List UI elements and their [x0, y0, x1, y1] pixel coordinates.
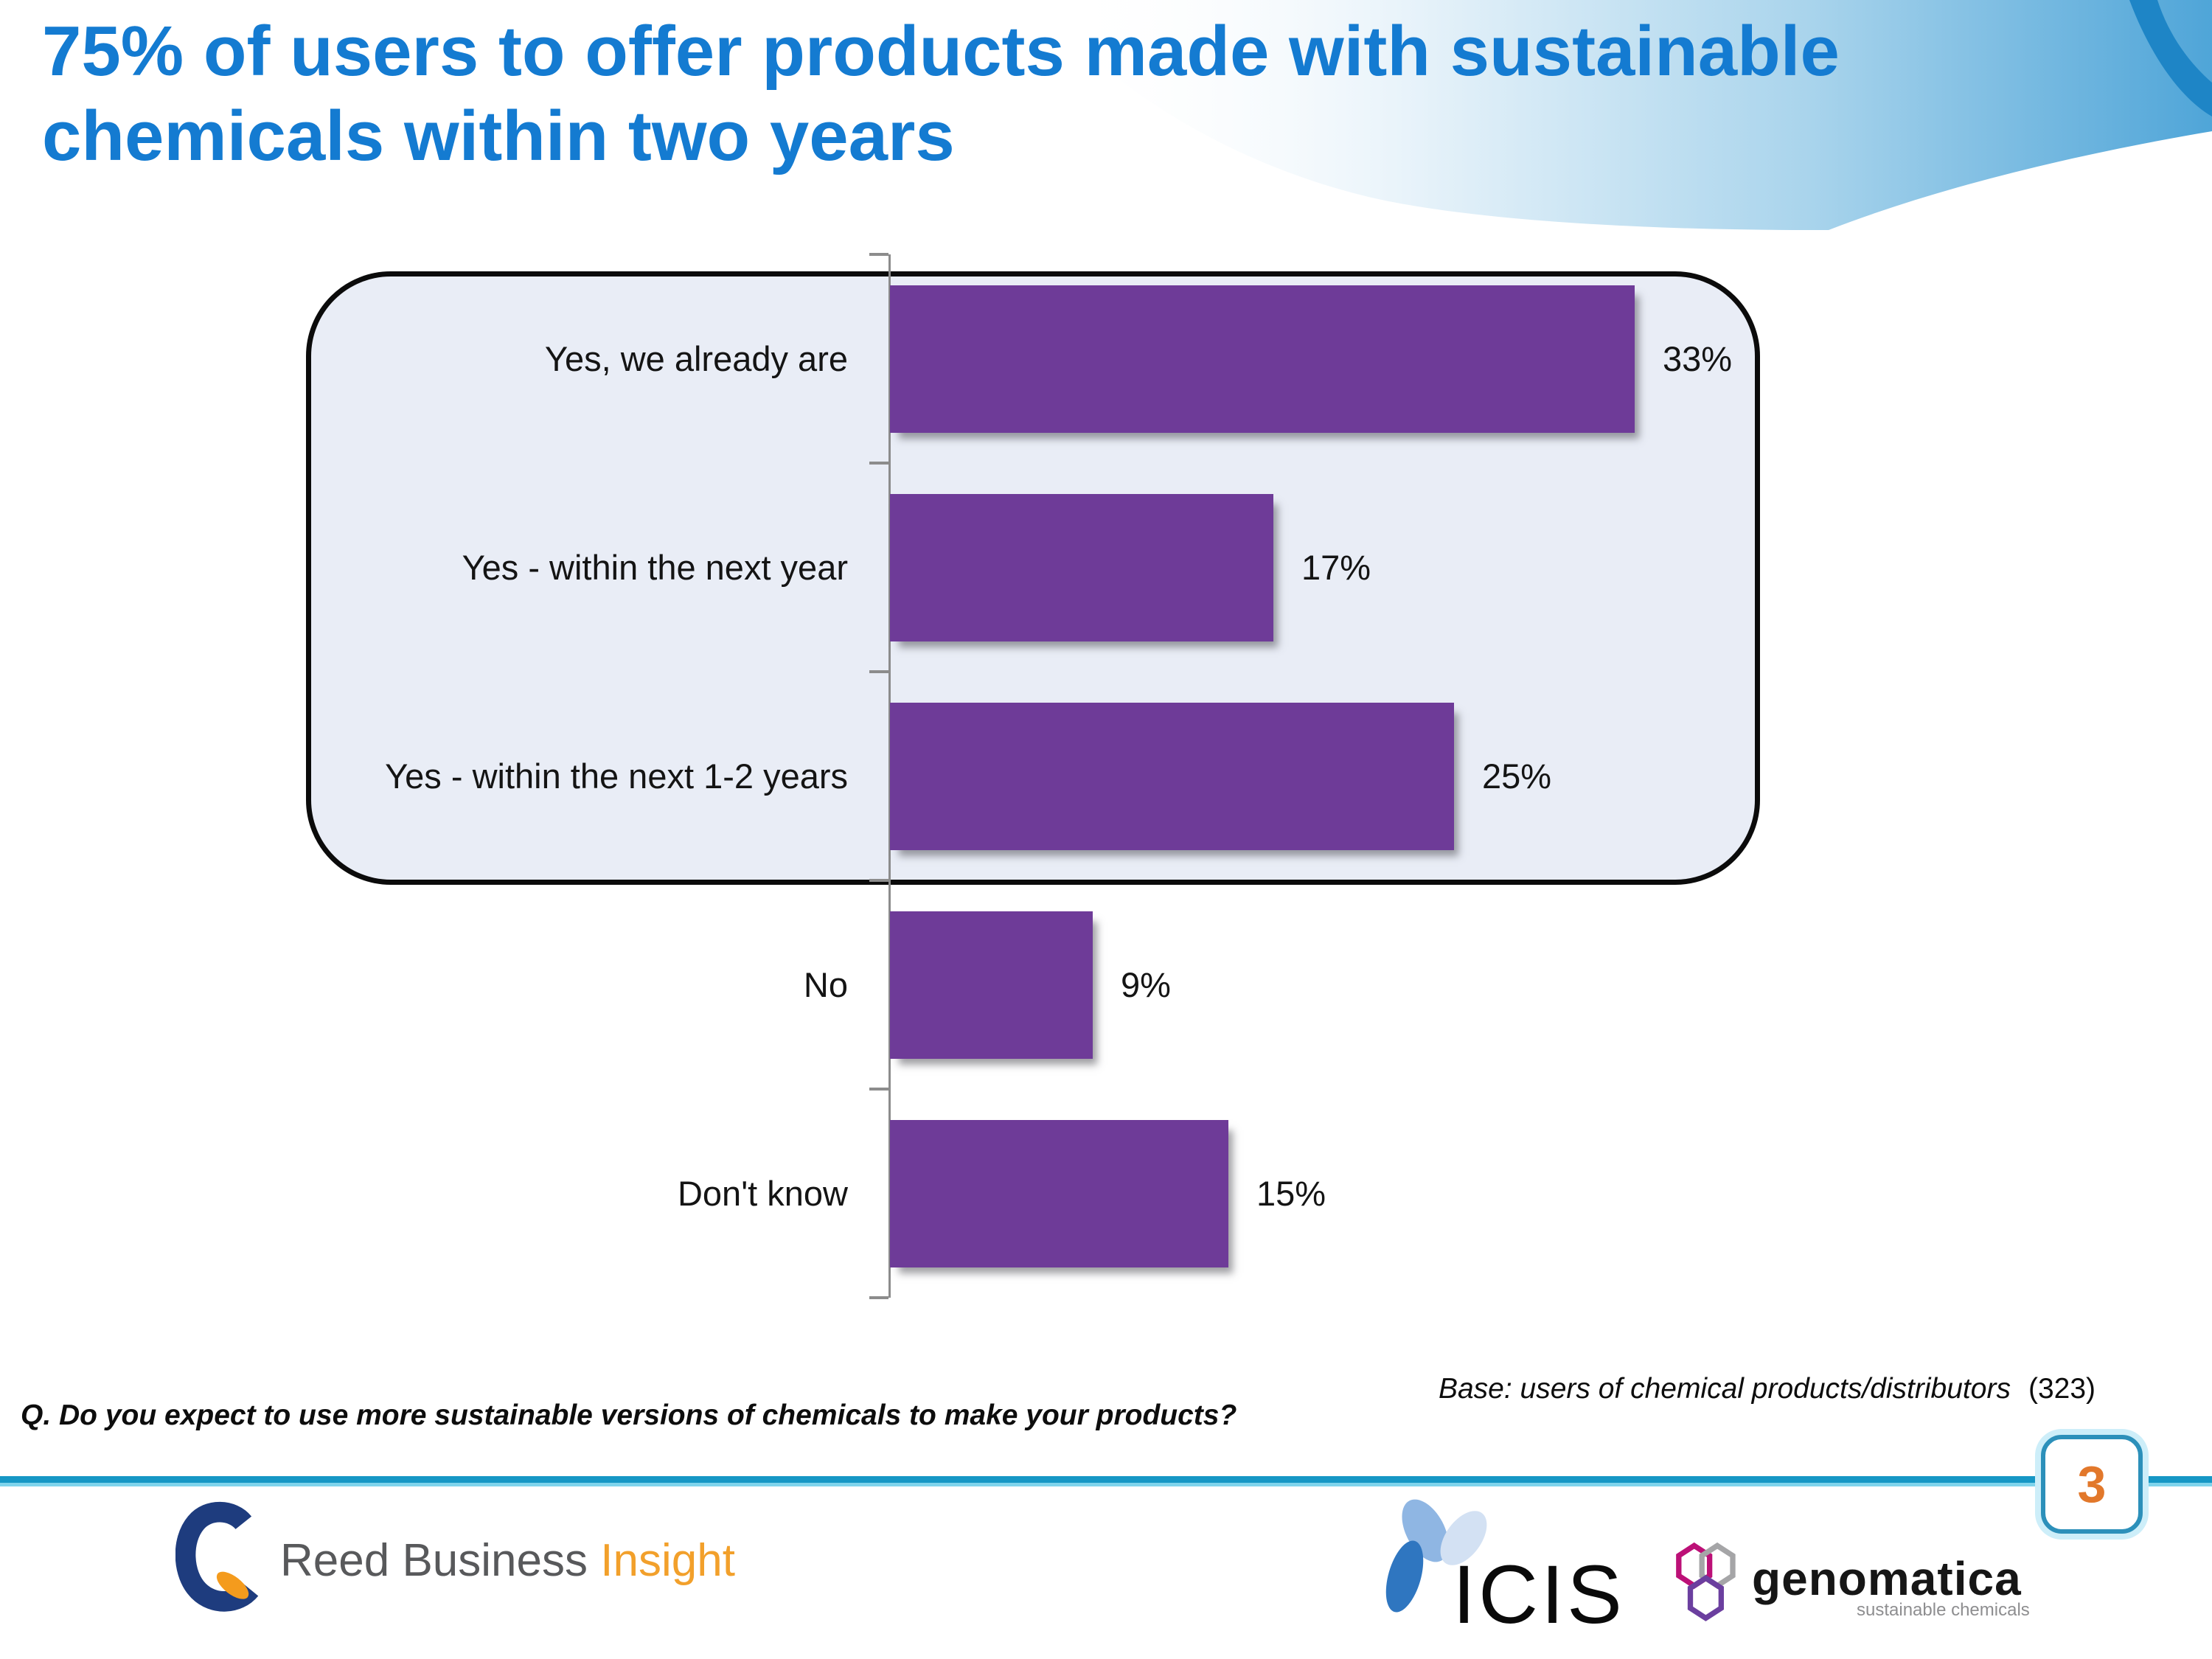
chart-axis-tick [869, 253, 888, 256]
reed-swirl-icon [175, 1501, 259, 1612]
footer-divider-line [0, 1476, 2212, 1486]
bar [890, 1119, 1228, 1267]
reed-text-main: Reed Business [280, 1534, 588, 1586]
bar [890, 911, 1093, 1059]
category-label: No [803, 965, 848, 1004]
icis-petals-icon [1385, 1499, 1487, 1613]
genomatica-logo-text: genomatica [1752, 1552, 2022, 1605]
bar [890, 702, 1454, 850]
value-label: 25% [1482, 757, 1552, 796]
value-label: 15% [1256, 1174, 1326, 1213]
bar [890, 493, 1273, 641]
genomatica-hexagons-icon [1676, 1542, 1736, 1621]
bar [890, 285, 1635, 433]
reed-logo-text: Reed Business Insight [280, 1534, 735, 1587]
category-label: Yes - within the next 1-2 years [385, 757, 848, 796]
base-note-text: Base: users of chemical products/distrib… [1438, 1373, 2011, 1405]
value-label: 33% [1663, 339, 1733, 378]
value-label: 9% [1121, 965, 1171, 1004]
category-label: Yes - within the next year [462, 548, 848, 587]
chart-axis-line [888, 254, 891, 1298]
header-wave-graphic [1062, 0, 2212, 230]
survey-question: Q. Do you expect to use more sustainable… [21, 1399, 1237, 1431]
genomatica-logo: genomatica sustainable chemicals [1665, 1541, 2078, 1652]
base-count: (323) [2028, 1373, 2096, 1405]
reed-business-insight-logo: Reed Business Insight [175, 1501, 735, 1619]
base-note: Base: users of chemical products/distrib… [1439, 1373, 2096, 1405]
chart-axis-tick [869, 670, 888, 673]
category-label: Yes, we already are [544, 339, 848, 378]
page-number-badge: 3 [2041, 1435, 2143, 1534]
icis-logo-text: ICIS [1453, 1548, 1625, 1641]
genomatica-logo-subtext: sustainable chemicals [1857, 1600, 2030, 1620]
chart-axis-tick [869, 879, 888, 882]
chart-axis-tick [869, 1296, 888, 1299]
icis-logo: ICIS [1360, 1495, 1692, 1650]
chart-axis-tick [869, 462, 888, 465]
value-label: 17% [1301, 548, 1371, 587]
reed-text-insight: Insight [600, 1534, 735, 1586]
title-line1: 75% of users to offer products made with… [42, 12, 1840, 91]
title-line2: chemicals within two years [42, 97, 955, 176]
slide-title: 75% of users to offer products made with… [42, 9, 1840, 178]
chart-axis-tick [869, 1088, 888, 1091]
category-label: Don't know [677, 1174, 848, 1213]
page-number: 3 [2077, 1455, 2107, 1513]
